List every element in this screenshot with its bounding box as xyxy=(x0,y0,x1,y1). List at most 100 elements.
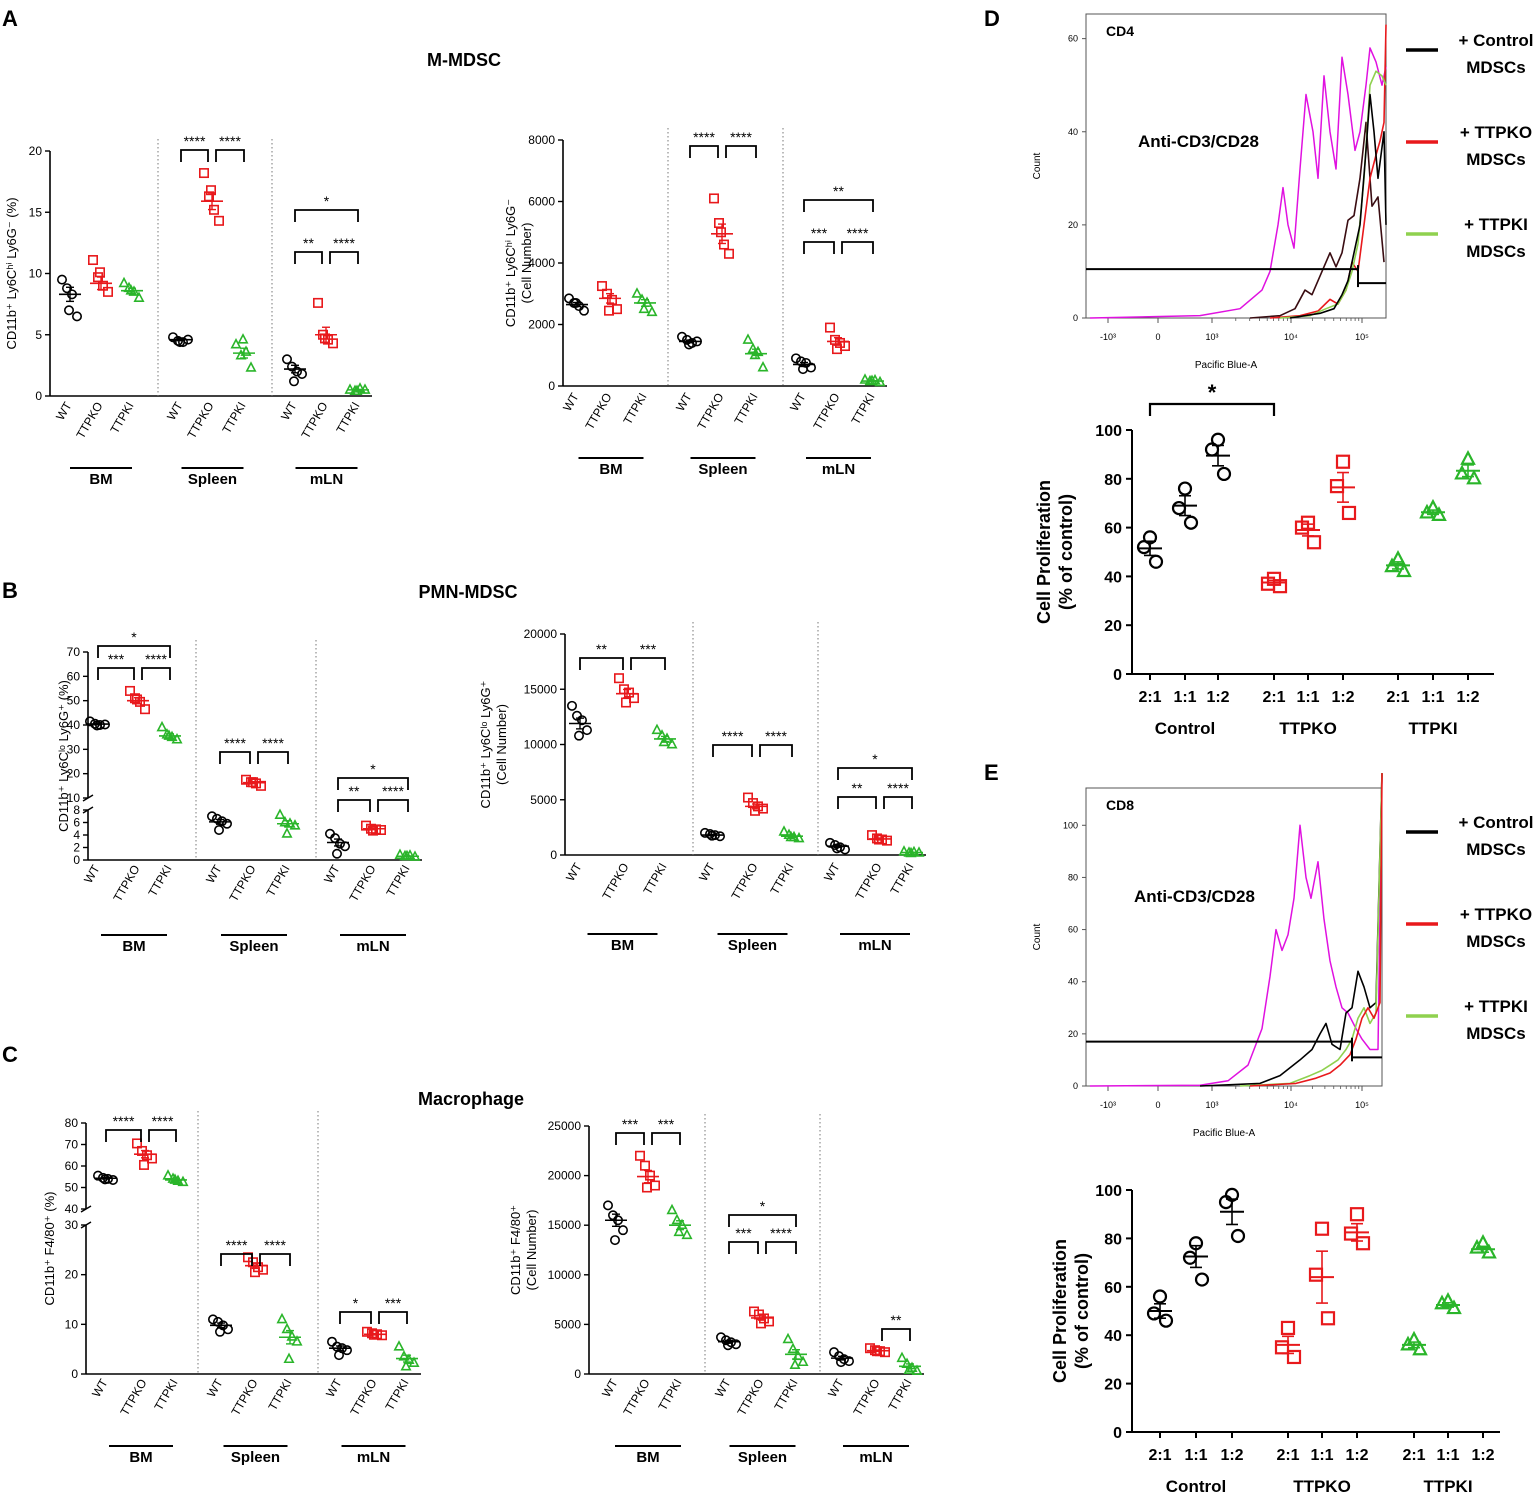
y-tick-label: 80 xyxy=(1068,872,1078,882)
y-tick-label: 20000 xyxy=(524,627,558,641)
data-point xyxy=(163,729,175,740)
group-label: Spleen xyxy=(229,938,278,955)
data-point xyxy=(617,1225,628,1236)
y-tick-label: 10000 xyxy=(524,738,558,752)
significance-label: * xyxy=(131,629,137,645)
data-point xyxy=(651,723,663,735)
y-axis-label-line: CD11b⁺ Ly6Cʰⁱ Ly6G⁻ xyxy=(503,199,518,327)
data-point xyxy=(639,1160,650,1171)
significance-label: *** xyxy=(658,1116,675,1132)
data-point xyxy=(859,373,871,384)
category-label: TTPKI xyxy=(848,391,877,427)
significance-bracket xyxy=(148,1129,177,1142)
significance-label: **** xyxy=(184,133,206,149)
category-label: WT xyxy=(164,399,186,423)
data-point xyxy=(1306,535,1322,550)
y-tick-label: 0 xyxy=(71,1367,78,1381)
y-tick-label: 40 xyxy=(1104,569,1122,586)
group-label: BM xyxy=(636,1449,659,1466)
significance-bracket xyxy=(329,251,359,264)
significance-label: **** xyxy=(730,129,752,145)
significance-bracket xyxy=(220,1253,253,1266)
darkred-curve xyxy=(1249,121,1385,319)
data-point xyxy=(281,354,292,365)
category-label: TTPKI xyxy=(885,1377,914,1413)
significance-label: **** xyxy=(113,1113,135,1129)
y-tick-label: 5 xyxy=(35,328,42,342)
data-point xyxy=(88,255,99,266)
significance-label: ** xyxy=(349,783,360,799)
y-tick-label: 60 xyxy=(1104,521,1122,538)
ttpki-curve xyxy=(1239,773,1383,1087)
significance-bracket xyxy=(257,751,289,764)
significance-bracket xyxy=(837,767,913,780)
data-point xyxy=(1158,1313,1174,1328)
y-tick-label: 20 xyxy=(1068,1029,1078,1039)
chart-b-count: 0 5000 10000 15000 20000 CD11b⁺ Ly6Cˡᵒ Ly6G⁺(… xyxy=(478,622,926,954)
y-tick-label: 5000 xyxy=(530,793,557,807)
data-point xyxy=(1335,454,1351,469)
category-label: 1:2 xyxy=(1471,1447,1494,1464)
category-label: 1:2 xyxy=(1220,1447,1243,1464)
category-label: TTPKI xyxy=(767,861,796,897)
y-tick-label: 0 xyxy=(550,848,557,862)
y-tick-label: 0 xyxy=(574,1367,581,1381)
y-axis-label: CD11b⁺ Ly6Cˡᵒ Ly6G⁺ (%) xyxy=(56,680,71,832)
category-label: WT xyxy=(712,1376,734,1400)
group-label: Control xyxy=(1166,1477,1226,1494)
y-tick-label: 50 xyxy=(65,1181,79,1195)
legend-label: + Control xyxy=(1458,31,1533,50)
data-point xyxy=(1412,1340,1428,1356)
data-point xyxy=(673,1225,685,1237)
data-point xyxy=(1216,466,1232,482)
x-tick-label: 0 xyxy=(1155,1100,1160,1110)
category-label: TTPKO xyxy=(73,400,105,442)
significance-label: * xyxy=(324,193,330,209)
data-point xyxy=(613,673,624,684)
data-point xyxy=(1320,1311,1336,1326)
data-point xyxy=(276,1312,288,1324)
y-tick-label: 20 xyxy=(1104,618,1122,635)
chart-e-proliferation: 0 20 40 60 80 100 Cell Proliferation (% of cont… xyxy=(1050,1183,1500,1494)
y-axis-label-line: (Cell Number) xyxy=(519,223,534,304)
data-point xyxy=(1341,505,1357,521)
histogram-title: CD8 xyxy=(1106,797,1134,813)
data-point xyxy=(140,704,151,715)
y-tick-label: 0 xyxy=(35,389,42,403)
y-tick-label: 20000 xyxy=(548,1169,582,1183)
significance-label: **** xyxy=(847,225,869,241)
data-point xyxy=(747,342,759,354)
data-point xyxy=(171,733,183,744)
significance-bracket xyxy=(579,657,624,670)
significance-bracket xyxy=(259,1253,291,1266)
data-point xyxy=(824,837,835,848)
data-point xyxy=(609,1235,620,1246)
significance-bracket xyxy=(841,241,874,254)
data-point xyxy=(289,819,301,830)
y-axis-label: CD11b⁺ Ly6Cʰⁱ Ly6G⁻(Cell Number) xyxy=(503,199,534,327)
data-point xyxy=(1355,1236,1371,1251)
y-tick-label: 15000 xyxy=(548,1218,582,1232)
significance-bracket xyxy=(728,1241,759,1254)
data-point xyxy=(838,1354,849,1365)
data-point xyxy=(341,1345,352,1356)
data-point xyxy=(296,368,307,379)
category-label: WT xyxy=(599,1376,621,1400)
data-point xyxy=(133,291,145,302)
category-label: TTPKI xyxy=(655,1377,684,1413)
y-tick-label: 40 xyxy=(1068,977,1078,987)
category-label: WT xyxy=(673,390,695,414)
data-point xyxy=(644,1170,655,1181)
data-point xyxy=(333,1350,344,1361)
y-tick-label: 6000 xyxy=(528,195,555,209)
data-point xyxy=(1400,1335,1416,1351)
category-label: 2:1 xyxy=(1276,1447,1299,1464)
y-tick-label: 60 xyxy=(67,669,81,683)
y-axis-label: CD11b⁺ Ly6Cˡᵒ Ly6G⁺(Cell Number) xyxy=(478,681,509,809)
y-tick-label: 80 xyxy=(1104,1231,1122,1248)
y-tick-label: 70 xyxy=(65,1138,79,1152)
data-point xyxy=(212,813,223,824)
significance-bracket xyxy=(630,657,666,670)
significance-bracket xyxy=(1148,402,1276,416)
data-point xyxy=(573,730,584,741)
